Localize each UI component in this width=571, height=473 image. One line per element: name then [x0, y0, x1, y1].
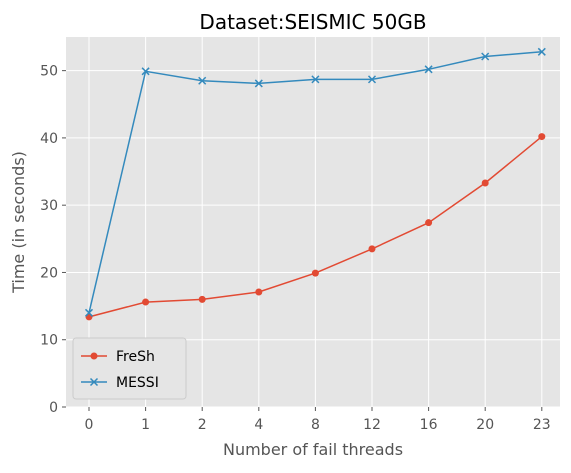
x-tick-label: 23: [533, 417, 551, 433]
x-tick-label: 12: [363, 417, 381, 433]
y-tick-label: 30: [40, 198, 58, 214]
legend-marker-fresh: [90, 352, 98, 360]
data-point: [481, 52, 490, 61]
data-point: [367, 75, 377, 84]
y-tick-label: 20: [40, 265, 58, 281]
legend-box: [72, 337, 187, 400]
data-point: [538, 133, 546, 141]
data-point: [311, 269, 319, 277]
series-group: [84, 47, 546, 321]
series-messi: [84, 47, 546, 317]
legend-label-messi: MESSI: [116, 375, 159, 391]
series-fresh: [85, 133, 546, 321]
data-point: [425, 219, 433, 227]
legend-label-fresh: FreSh: [116, 349, 155, 365]
y-axis-label: Time (in seconds): [9, 151, 28, 294]
data-point: [311, 75, 320, 84]
y-tick-label: 10: [40, 333, 58, 349]
x-axis-label: Number of fail threads: [223, 440, 403, 459]
x-tick-label: 1: [141, 417, 150, 433]
chart-title: Dataset:SEISMIC 50GB: [199, 10, 426, 34]
x-tick-label: 20: [476, 417, 494, 433]
data-point: [255, 288, 263, 296]
data-point: [198, 295, 206, 303]
x-tick-label: 0: [85, 417, 94, 433]
data-point: [142, 298, 150, 306]
y-tick-label: 50: [40, 64, 58, 80]
data-point: [481, 179, 489, 187]
data-point: [537, 47, 546, 56]
x-tick-label: 4: [254, 417, 263, 433]
y-tick-label: 40: [40, 131, 58, 147]
data-point: [198, 76, 207, 85]
data-point: [141, 67, 150, 76]
legend-marker-messi: [89, 377, 99, 387]
legend: FreSh MESSI: [72, 337, 187, 400]
data-point: [84, 308, 94, 317]
data-point: [254, 79, 263, 88]
data-point: [424, 65, 433, 74]
x-tick-label: 8: [311, 417, 320, 433]
data-point: [368, 245, 376, 253]
x-tick-label: 2: [198, 417, 207, 433]
x-tick-label: 16: [420, 417, 438, 433]
y-tick-label: 0: [49, 400, 58, 416]
